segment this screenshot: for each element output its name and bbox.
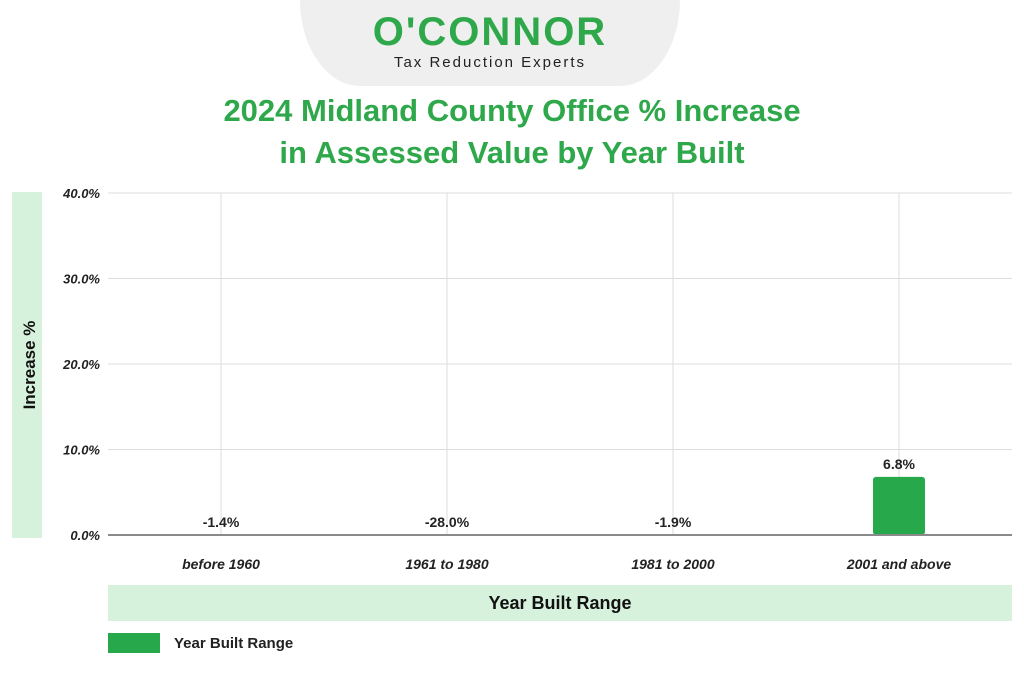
legend: Year Built Range bbox=[108, 632, 293, 654]
data-label: -28.0% bbox=[425, 514, 470, 530]
legend-label: Year Built Range bbox=[174, 634, 294, 652]
x-tick-label: 2001 and above bbox=[846, 556, 951, 572]
legend-swatch bbox=[108, 633, 160, 653]
logo-tagline: Tax Reduction Experts bbox=[393, 54, 587, 71]
x-axis-label: Year Built Range bbox=[108, 585, 1012, 621]
logo-wordmark: O'CONNOR bbox=[372, 10, 608, 54]
y-axis-label-band bbox=[12, 192, 42, 538]
data-label: -1.4% bbox=[203, 514, 240, 530]
y-tick-label: 40.0% bbox=[62, 186, 100, 201]
x-tick-label: 1961 to 1980 bbox=[405, 556, 488, 572]
y-tick-label: 30.0% bbox=[63, 272, 100, 287]
y-tick-label: 0.0% bbox=[70, 528, 100, 543]
logo-banner: O'CONNOR Tax Reduction Experts bbox=[300, 0, 680, 86]
chart-title-line-1: 2024 Midland County Office % Increase bbox=[223, 93, 801, 128]
data-label: -1.9% bbox=[655, 514, 692, 530]
x-tick-label: 1981 to 2000 bbox=[631, 556, 714, 572]
x-tick-label: before 1960 bbox=[182, 556, 260, 572]
bar bbox=[873, 476, 925, 535]
y-tick-label: 10.0% bbox=[63, 443, 100, 458]
data-label: 6.8% bbox=[883, 456, 915, 472]
chart-title-line-2: in Assessed Value by Year Built bbox=[279, 135, 745, 170]
y-tick-label: 20.0% bbox=[62, 357, 100, 372]
chart-title: 2024 Midland County Office % Increase in… bbox=[0, 90, 1024, 174]
